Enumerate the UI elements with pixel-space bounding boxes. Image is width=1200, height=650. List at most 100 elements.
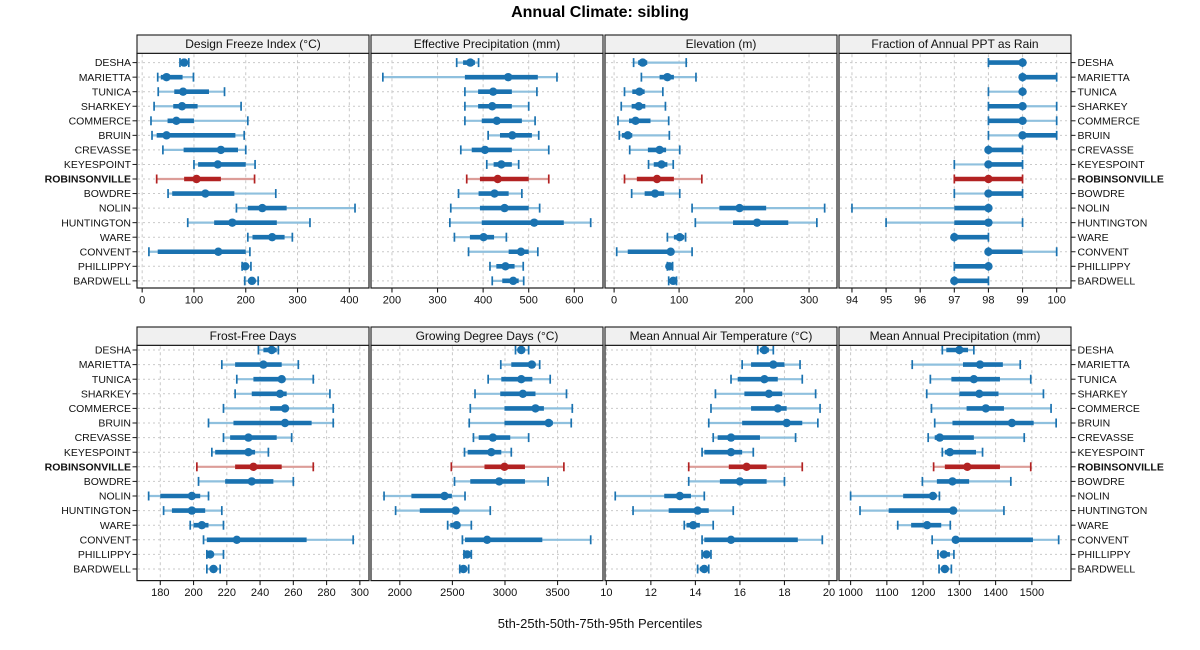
site-label-left-marietta: MARIETTA bbox=[79, 359, 131, 371]
site-label-left-nolin: NOLIN bbox=[99, 491, 131, 503]
axis-tick-label: 180 bbox=[151, 587, 169, 599]
site-label-left-huntington: HUNTINGTON bbox=[61, 217, 131, 229]
percentile-row-huntington bbox=[885, 218, 1024, 228]
median-dot bbox=[726, 448, 736, 457]
percentile-row-commerce bbox=[222, 403, 335, 413]
percentile-row-marietta bbox=[640, 72, 697, 82]
percentile-row-keyespoint bbox=[647, 159, 675, 169]
site-label-left-convent: CONVENT bbox=[80, 534, 132, 546]
median-dot bbox=[922, 521, 932, 530]
percentile-row-marietta bbox=[220, 360, 300, 370]
percentile-row-desha bbox=[941, 345, 975, 355]
site-label-right-ware: WARE bbox=[1078, 232, 1109, 244]
axis-tick-label: 400 bbox=[474, 295, 492, 307]
percentile-row-keyespoint bbox=[210, 447, 270, 457]
site-label-right-robinsonville: ROBINSONVILLE bbox=[1078, 461, 1164, 473]
percentile-row-phillippy bbox=[953, 261, 993, 271]
axis-tick-label: 99 bbox=[1016, 295, 1028, 307]
median-dot bbox=[950, 276, 959, 286]
site-label-left-crevasse: CREVASSE bbox=[75, 145, 131, 157]
percentile-row-ware bbox=[666, 232, 687, 242]
median-dot bbox=[518, 389, 528, 398]
median-dot bbox=[459, 564, 468, 574]
percentile-row-bruin bbox=[987, 130, 1058, 140]
site-label-left-ware: WARE bbox=[100, 520, 131, 532]
percentile-row-robinsonville bbox=[155, 174, 256, 184]
site-label-right-tunica: TUNICA bbox=[1078, 374, 1117, 386]
percentile-row-nolin bbox=[614, 491, 706, 501]
median-dot bbox=[984, 203, 993, 213]
median-dot bbox=[634, 102, 643, 111]
median-dot bbox=[487, 448, 496, 457]
percentile-row-bardwell bbox=[938, 564, 953, 574]
axis-tick-label: 300 bbox=[428, 295, 446, 307]
site-label-right-commerce: COMMERCE bbox=[1078, 403, 1140, 415]
percentile-row-nolin bbox=[851, 203, 993, 213]
site-label-left-phillippy: PHILLIPPY bbox=[78, 261, 131, 273]
axis-tick-label: 1200 bbox=[911, 587, 935, 599]
percentile-row-ware bbox=[950, 232, 990, 242]
percentile-row-convent bbox=[467, 247, 539, 257]
percentile-row-ware bbox=[683, 520, 715, 530]
median-dot bbox=[939, 550, 948, 559]
site-label-left-keyespoint: KEYESPOINT bbox=[64, 159, 132, 171]
median-dot bbox=[1018, 102, 1027, 111]
median-dot bbox=[480, 145, 490, 155]
median-dot bbox=[951, 535, 960, 544]
median-dot bbox=[950, 233, 959, 242]
axis-tick-label: 94 bbox=[846, 295, 858, 307]
median-dot bbox=[172, 116, 181, 126]
median-dot bbox=[497, 160, 506, 169]
site-label-left-bruin: BRUIN bbox=[98, 130, 131, 142]
median-dot bbox=[984, 174, 993, 184]
percentile-row-crevasse bbox=[628, 145, 681, 155]
percentile-row-huntington bbox=[859, 506, 1005, 516]
site-label-left-tunica: TUNICA bbox=[92, 86, 131, 98]
site-label-left-commerce: COMMERCE bbox=[69, 403, 131, 415]
percentile-row-robinsonville bbox=[953, 174, 1024, 184]
median-dot bbox=[482, 535, 492, 544]
median-dot bbox=[675, 233, 684, 242]
percentile-row-bruin bbox=[151, 130, 246, 140]
percentile-row-bardwell bbox=[950, 276, 990, 286]
percentile-row-commerce bbox=[150, 116, 249, 126]
panel-strip bbox=[136, 326, 370, 346]
site-label-right-tunica: TUNICA bbox=[1078, 86, 1117, 98]
percentile-row-crevasse bbox=[927, 433, 1026, 443]
axis-tick-label: 3500 bbox=[545, 587, 569, 599]
median-dot bbox=[764, 389, 774, 398]
median-dot bbox=[228, 218, 237, 227]
site-label-right-crevasse: CREVASSE bbox=[1078, 432, 1134, 444]
panel-plot-area bbox=[371, 345, 603, 581]
median-dot bbox=[249, 462, 258, 471]
median-dot bbox=[631, 116, 640, 126]
site-label-right-ware: WARE bbox=[1078, 520, 1109, 532]
site-label-right-nolin: NOLIN bbox=[1078, 203, 1110, 215]
percentile-row-commerce bbox=[469, 403, 574, 413]
percentile-row-desha bbox=[257, 345, 280, 355]
percentile-row-huntington bbox=[449, 218, 592, 228]
panel-strip-title: Fraction of Annual PPT as Rain bbox=[871, 37, 1038, 51]
median-dot bbox=[669, 276, 678, 286]
percentile-row-robinsonville bbox=[932, 462, 1032, 472]
percentile-row-bardwell bbox=[458, 564, 470, 574]
percentile-row-commerce bbox=[710, 403, 821, 413]
median-dot bbox=[493, 174, 502, 184]
panel-strip bbox=[604, 326, 838, 346]
axis-tick-label: 1000 bbox=[838, 587, 862, 599]
percentile-row-ware bbox=[453, 232, 508, 242]
percentile-row-commerce bbox=[987, 116, 1058, 126]
axis-tick-label: 98 bbox=[982, 295, 994, 307]
axis-tick-label: 220 bbox=[218, 587, 236, 599]
percentile-row-ware bbox=[189, 520, 225, 530]
median-dot bbox=[179, 58, 189, 67]
site-label-right-huntington: HUNTINGTON bbox=[1078, 217, 1148, 229]
percentile-row-keyespoint bbox=[941, 447, 984, 457]
axis-tick-label: 16 bbox=[734, 587, 746, 599]
panel-mean-annual-air-temperature-c: 10 12 14 16 18 20 Mean Annual Air Temperature … bbox=[600, 326, 838, 599]
percentile-row-bowdre bbox=[197, 476, 295, 486]
site-label-right-sharkey: SHARKEY bbox=[1078, 101, 1128, 113]
percentile-row-marietta bbox=[1018, 72, 1058, 82]
median-dot bbox=[1018, 87, 1027, 96]
median-dot bbox=[187, 506, 197, 515]
